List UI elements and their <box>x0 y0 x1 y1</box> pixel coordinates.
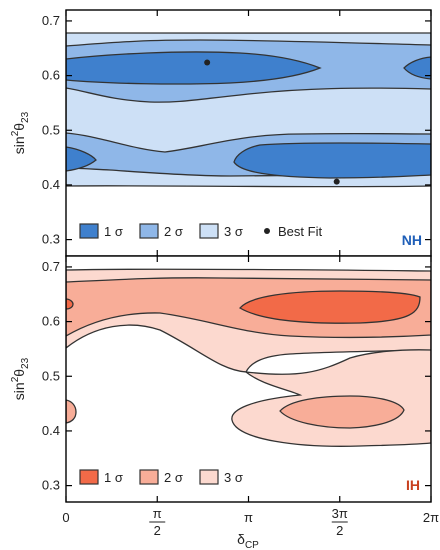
ih-x-tick-label: 2π <box>423 510 439 525</box>
ih-y-axis-title: sin2θ23 <box>10 357 31 400</box>
nh-best-fit-markers <box>204 59 340 185</box>
nh-x-ticks <box>65 10 432 256</box>
ih-y-tick-label: 0.4 <box>42 423 60 438</box>
nh-1sigma-lower-region <box>233 142 431 179</box>
nh-legend-1sigma-swatch <box>79 223 99 239</box>
nh-legend-2sigma-label: 2 σ <box>164 224 183 239</box>
nh-y-tick-label: 0.5 <box>42 122 60 137</box>
nh-y-axis-title: sin2θ23 <box>10 111 31 154</box>
nh-best-fit-point <box>333 178 340 185</box>
ih-x-tick-label: π <box>244 510 253 525</box>
panel-nh: 0.3 0.4 0.5 0.6 0.7 sin2θ23 1 σ 2 σ 3 σ Best… <box>10 9 432 257</box>
ih-y-tick-label: 0.6 <box>42 314 60 329</box>
nh-legend-3sigma-label: 3 σ <box>224 224 243 239</box>
nh-best-fit-point <box>204 59 211 66</box>
ih-legend-3sigma-swatch <box>199 469 219 485</box>
ih-legend-1sigma-label: 1 σ <box>104 470 123 485</box>
nh-legend-3sigma-swatch <box>199 223 219 239</box>
ih-x-axis-title: δCP <box>237 531 259 550</box>
nh-y-tick-label: 0.6 <box>42 68 60 83</box>
ih-legend-2sigma-swatch <box>139 469 159 485</box>
ih-x-tick-label-numerator: π <box>153 506 162 521</box>
ih-x-tick-label-denominator: 2 <box>336 523 343 538</box>
ih-1sigma-left-upper-region <box>66 298 74 310</box>
nh-y-ticks: 0.3 0.4 0.5 0.6 0.7 <box>42 13 431 247</box>
ih-x-tick-label: 0 <box>62 510 69 525</box>
nh-hierarchy-label: NH <box>402 232 422 248</box>
nh-y-tick-label: 0.7 <box>42 13 60 28</box>
ih-x-tick-label-numerator: 3π <box>332 506 348 521</box>
ih-legend-3sigma-label: 3 σ <box>224 470 243 485</box>
nh-1sigma-upper-right-region <box>403 56 431 80</box>
nh-legend-bestfit-label: Best Fit <box>278 224 322 239</box>
ih-legend: 1 σ 2 σ 3 σ <box>79 469 243 485</box>
ih-legend-1sigma-swatch <box>79 469 99 485</box>
ih-2sigma-lower-region <box>279 395 405 429</box>
ih-1sigma-upper-region <box>239 290 421 324</box>
ih-y-ticks: 0.3 0.4 0.5 0.6 0.7 <box>42 259 431 493</box>
ih-y-tick-label: 0.3 <box>42 478 60 493</box>
nh-y-tick-label: 0.3 <box>42 232 60 247</box>
nh-1sigma-upper-region <box>66 51 322 85</box>
ih-y-tick-label: 0.7 <box>42 259 60 274</box>
nh-legend-bestfit-marker <box>264 228 270 234</box>
nh-legend: 1 σ 2 σ 3 σ Best Fit <box>79 223 322 239</box>
ih-hierarchy-label: IH <box>406 477 420 493</box>
nh-legend-2sigma-swatch <box>139 223 159 239</box>
nh-y-tick-label: 0.4 <box>42 177 60 192</box>
ih-y-tick-label: 0.5 <box>42 368 60 383</box>
ih-legend-2sigma-label: 2 σ <box>164 470 183 485</box>
ih-1sigma-left-lower-region <box>66 399 77 424</box>
ih-x-tick-label-denominator: 2 <box>154 523 161 538</box>
nh-legend-1sigma-label: 1 σ <box>104 224 123 239</box>
nh-1sigma-lower-left-region <box>66 146 97 172</box>
